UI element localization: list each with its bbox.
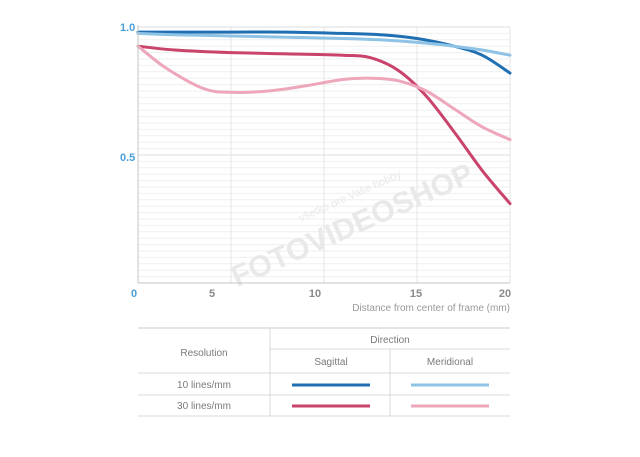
legend-table: Direction Resolution Sagittal Meridional… <box>138 327 510 417</box>
x-tick-0: 0 <box>131 288 137 300</box>
series-line-30-sagittal <box>136 44 512 206</box>
y-tick-0-5: 0.5 <box>120 152 135 164</box>
y-tick-1-0: 1.0 <box>120 22 135 34</box>
x-axis-label: Distance from center of frame (mm) <box>352 303 510 314</box>
resolution-header: Resolution <box>180 348 227 359</box>
series-line-10-sagittal <box>136 30 512 75</box>
axes <box>137 25 510 284</box>
series-line-10-meridional <box>136 31 512 57</box>
series-lines <box>136 30 512 206</box>
row-label-30: 30 lines/mm <box>177 401 231 412</box>
x-tick-15: 15 <box>410 288 422 300</box>
sagittal-header: Sagittal <box>314 357 347 368</box>
meridional-header: Meridional <box>427 357 473 368</box>
row-label-10: 10 lines/mm <box>177 380 231 391</box>
series-line-30-meridional <box>136 44 512 142</box>
gridlines <box>138 26 511 283</box>
watermark: FOTOVIDEOSHOP všetko pre Vaše hobby <box>226 157 478 293</box>
x-tick-10: 10 <box>309 288 321 300</box>
x-tick-5: 5 <box>209 288 215 300</box>
x-tick-20: 20 <box>499 288 511 300</box>
direction-header: Direction <box>370 335 409 346</box>
